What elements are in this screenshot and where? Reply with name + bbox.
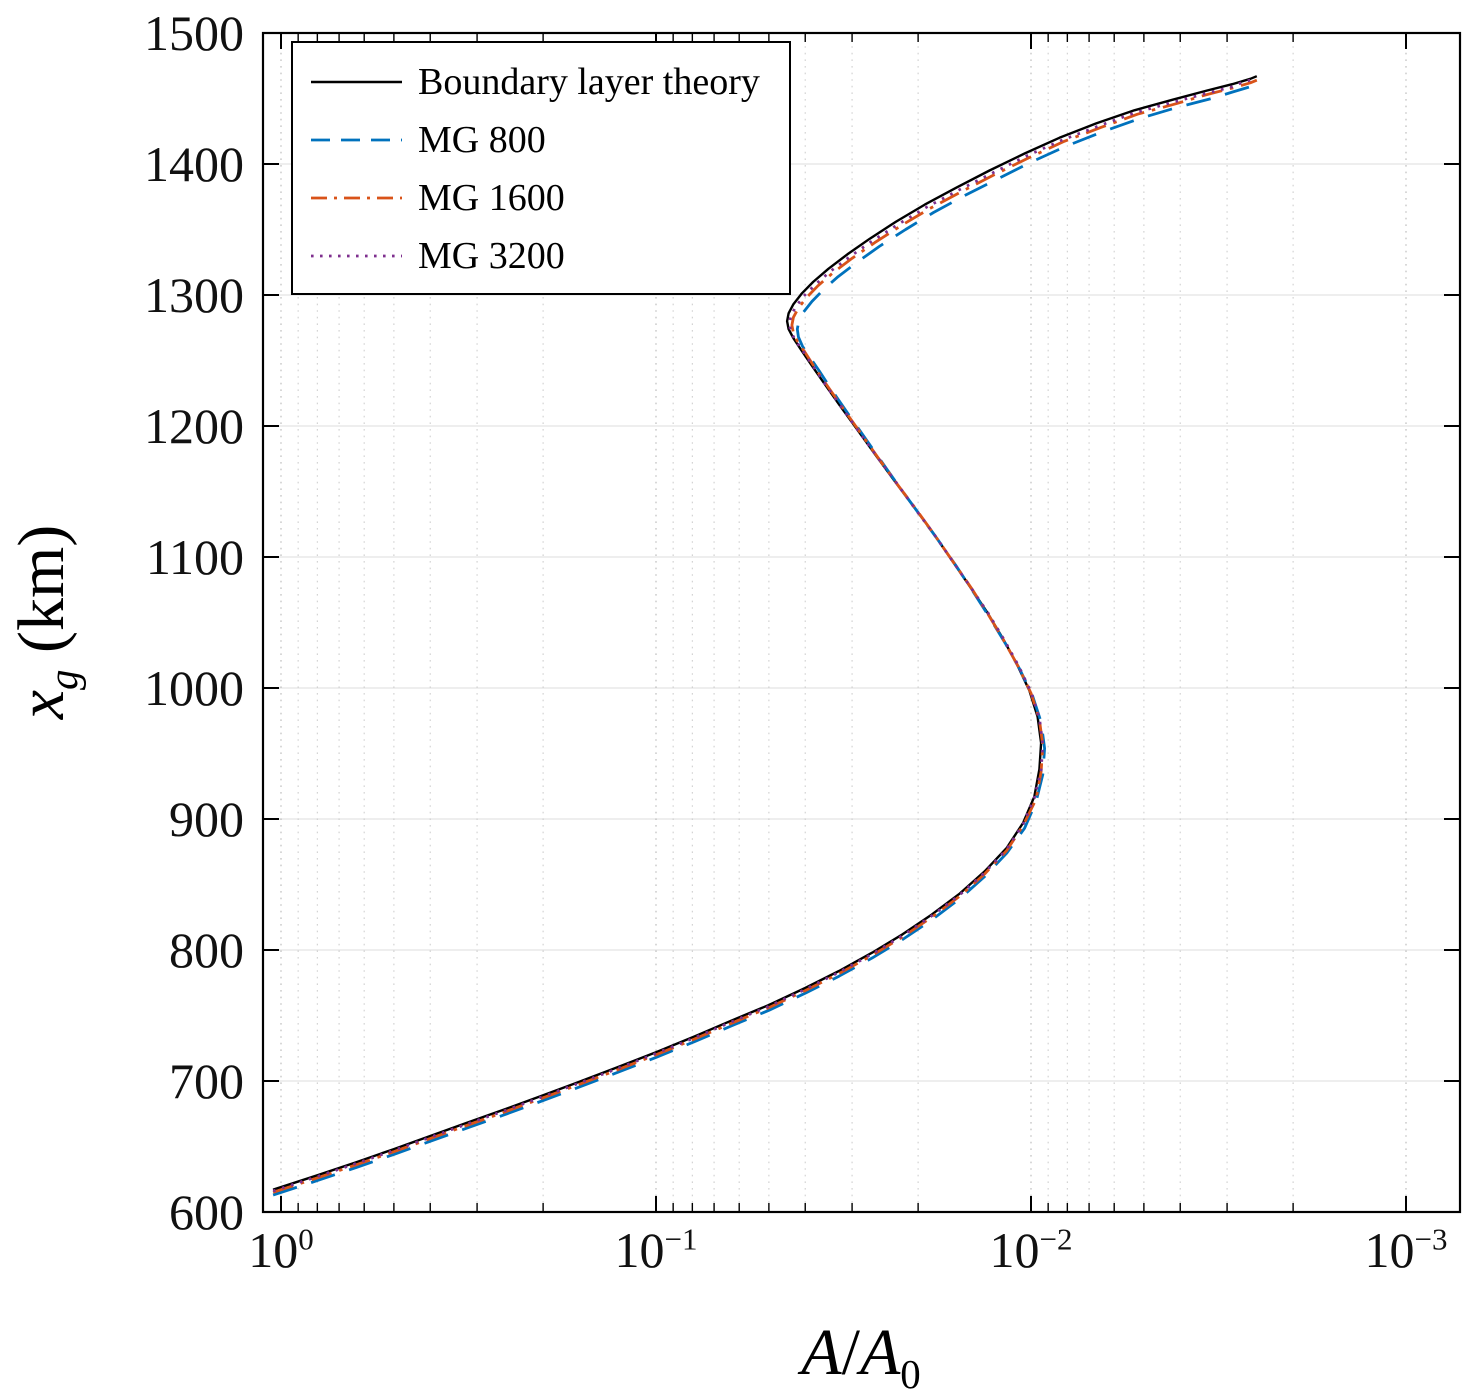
y-tick-label: 1300 [144,267,244,323]
x-tick-label: 100 [191,1222,371,1278]
y-tick-label: 1000 [144,660,244,716]
x-tick-exponent: 0 [298,1221,314,1257]
y-axis-label: xg (km) [5,524,86,720]
x-tick-base: 10 [989,1222,1040,1278]
y-tick-label: 1100 [145,529,244,585]
y-tick-label: 1500 [144,5,244,61]
y-tick-label: 1400 [144,136,244,192]
y-tick-label: 1200 [144,398,244,454]
y-tick-label: 600 [169,1184,244,1240]
legend-line-sample-icon [311,254,402,258]
x-tick-base: 10 [248,1222,299,1278]
x-tick-exponent: −3 [1414,1221,1448,1257]
legend-entry-mg-1600: MG 1600 [293,169,789,227]
x-axis-label-var1: A [801,1316,842,1389]
legend-entry-boundary-layer-theory: Boundary layer theory [293,53,789,111]
x-tick-base: 10 [614,1222,665,1278]
x-tick-base: 10 [1364,1222,1415,1278]
x-axis-label-var2: A [859,1316,901,1389]
legend-label: MG 3200 [418,235,565,277]
legend-label: Boundary layer theory [418,61,760,103]
legend-entry-mg-800: MG 800 [293,111,789,169]
legend-line-sample-icon [311,196,402,200]
y-tick-label: 700 [169,1053,244,1109]
legend-label: MG 1600 [418,177,565,219]
y-axis-label-var: x [5,689,78,720]
y-tick-label: 800 [169,922,244,978]
legend: Boundary layer theory MG 800 MG 1600 MG … [291,41,791,295]
legend-label: MG 800 [418,119,546,161]
y-axis-label-sub: g [41,669,87,690]
x-axis-label-sub: 0 [900,1352,921,1398]
x-axis-label: A/A0 [801,1316,920,1396]
y-axis-label-rest: (km) [5,524,78,670]
legend-entry-mg-3200: MG 3200 [293,227,789,285]
x-tick-exponent: −1 [664,1221,698,1257]
legend-line-sample-icon [311,80,402,84]
x-tick-exponent: −2 [1039,1221,1073,1257]
x-tick-label: 10−1 [566,1222,746,1278]
legend-line-sample-icon [311,138,402,142]
x-tick-label: 10−2 [941,1222,1121,1278]
y-tick-label: 900 [169,791,244,847]
x-axis-label-sep: / [841,1316,860,1389]
x-tick-label: 10−3 [1316,1222,1469,1278]
